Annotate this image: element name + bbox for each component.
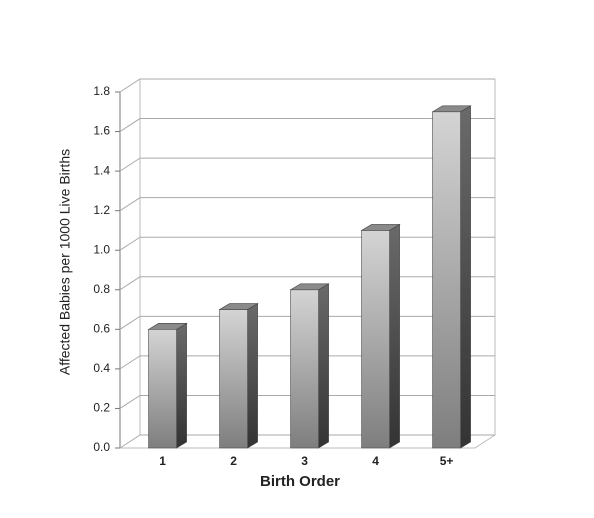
grid-line [119,78,495,93]
bar [289,283,330,449]
grid-line [119,118,495,132]
bar [218,303,259,449]
bar-side [318,283,329,449]
x-axis-label: Birth Order [260,473,340,490]
bar [431,105,472,449]
y-tick-label: 1.6 [93,124,110,138]
y-tick-label: 0.0 [93,440,110,454]
bar-front [361,230,390,449]
y-tick-label: 1.0 [93,242,110,256]
y-tick-label: 0.2 [93,401,110,415]
bar-side [460,105,471,449]
bar-front [432,111,461,449]
x-tick-label: 4 [372,454,379,468]
bar-side [176,322,187,449]
y-tick-label: 1.2 [93,203,110,217]
y-tick-label: 0.8 [93,282,110,296]
bar [360,223,401,449]
bar-front [148,329,177,449]
bar-side [389,223,400,449]
y-tick-label: 0.6 [93,322,110,336]
grid-line [119,197,495,212]
y-tick-label: 1.8 [93,84,110,98]
bar-side [247,303,258,449]
y-axis-label: Affected Babies per 1000 Live Births [57,149,73,375]
x-tick-label: 2 [230,454,237,468]
y-tick-label: 1.4 [93,163,110,177]
bar-front [219,309,248,449]
grid-line [119,157,495,172]
x-tick-label: 3 [301,454,308,468]
bar-front [290,289,319,449]
y-tick-label: 0.4 [93,361,110,375]
x-tick-label: 5+ [440,454,454,468]
x-tick-label: 1 [159,454,166,468]
bar [147,322,188,449]
